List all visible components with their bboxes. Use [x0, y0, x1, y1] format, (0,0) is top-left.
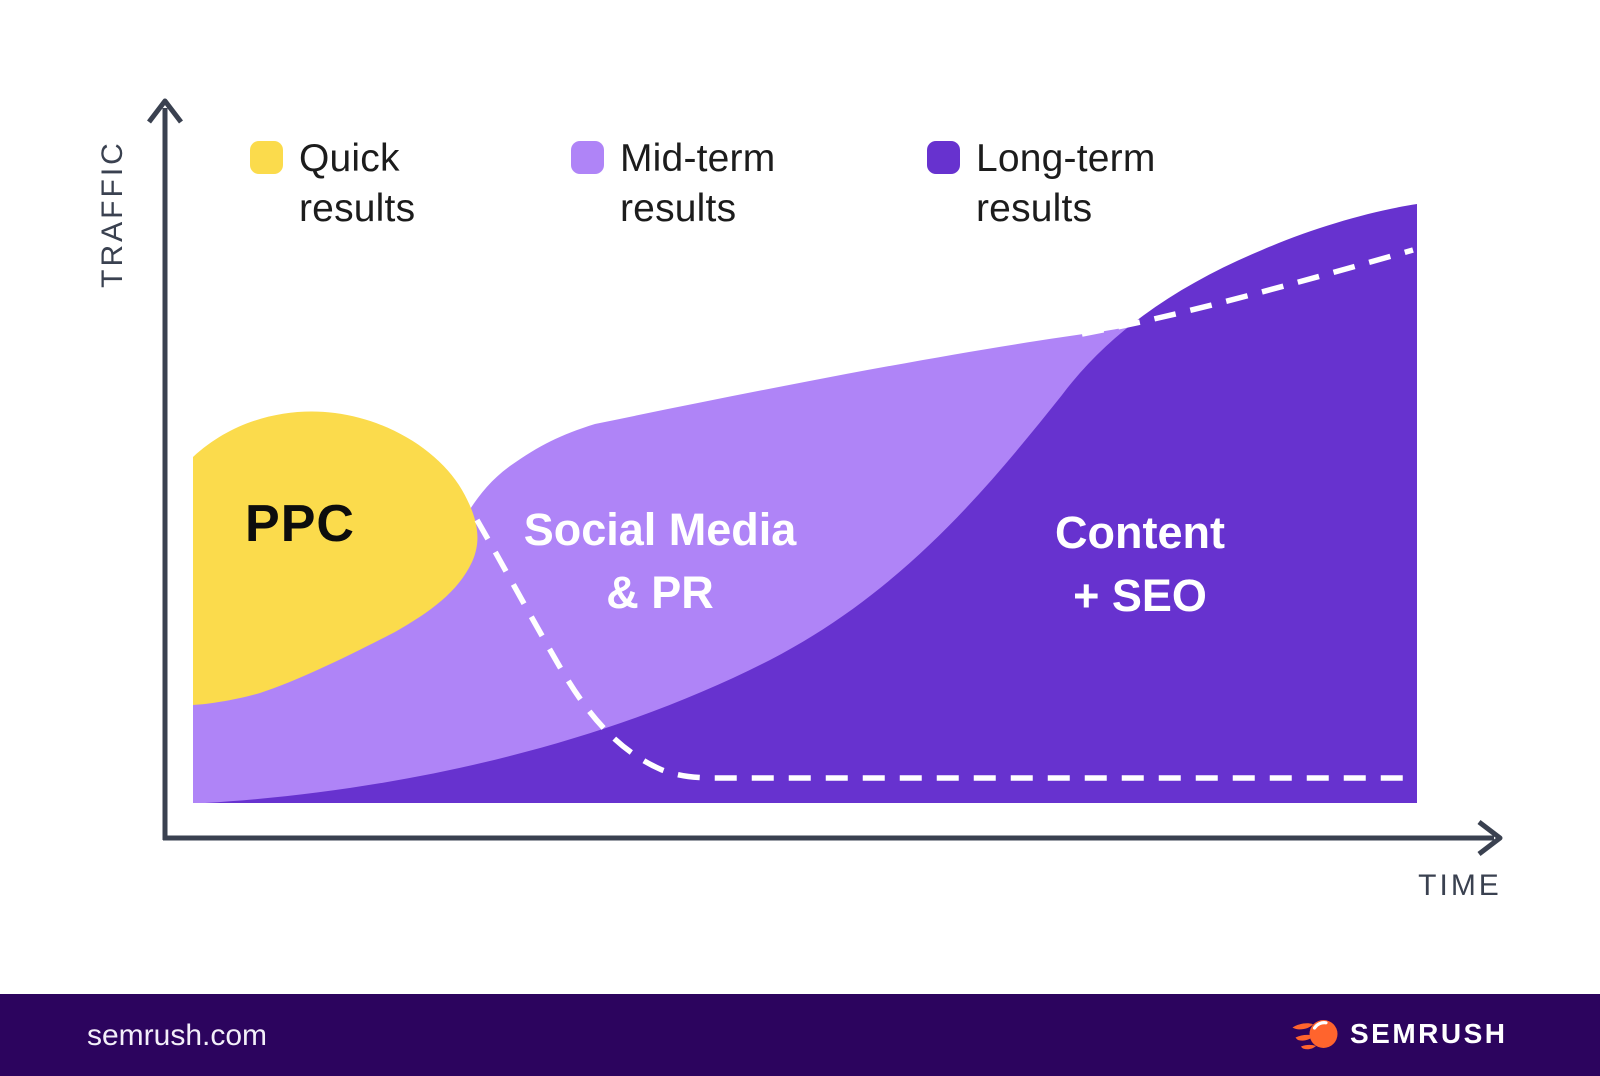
x-axis-label: TIME: [1418, 869, 1502, 902]
legend-label: Long-term results: [976, 137, 1156, 230]
ppc-area-label: PPC: [245, 495, 355, 553]
semrush-logo: SEMRUSH: [1292, 1012, 1508, 1056]
social-media-pr-area-label: Social Media & PR: [523, 504, 797, 618]
legend-item-mid-term-results: Mid-term results: [571, 134, 775, 234]
legend-label: Mid-term results: [620, 137, 776, 230]
x-axis-arrow: [1477, 820, 1503, 856]
mid-term-results-swatch: [571, 141, 604, 174]
y-axis-label: TRAFFIC: [96, 140, 129, 288]
footer-website-text: semrush.com: [87, 1019, 268, 1052]
semrush-logo-text: SEMRUSH: [1350, 1018, 1508, 1049]
content-seo-area: [205, 204, 1417, 803]
social-projection-dashed-line: [1081, 247, 1414, 337]
legend-item-long-term-results: Long-term results: [927, 134, 1156, 234]
semrush-comet-icon: [1292, 1020, 1338, 1050]
quick-results-swatch: [250, 141, 283, 174]
legend-label: Quick results: [299, 137, 416, 230]
ppc-area: [193, 411, 478, 705]
ppc-projection-dashed-line: [474, 518, 1411, 781]
long-term-results-swatch: [927, 141, 960, 174]
y-axis-arrow: [147, 98, 183, 124]
legend-item-quick-results: Quick results: [250, 134, 415, 234]
content-seo-area-label: Content + SEO: [1055, 507, 1225, 621]
